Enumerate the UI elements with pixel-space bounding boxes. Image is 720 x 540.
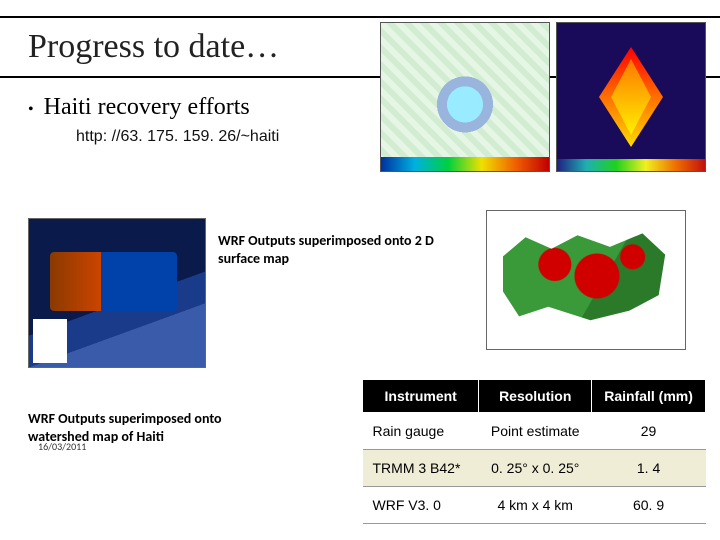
caption-2d-surface: WRF Outputs superimposed onto 2 D surfac…	[218, 232, 468, 267]
table-row: TRMM 3 B42* 0. 25° x 0. 25° 1. 4	[363, 450, 706, 487]
cell: Point estimate	[479, 413, 592, 450]
figure-caribbean-3d	[28, 218, 206, 368]
bullet-text: Haiti recovery efforts	[44, 94, 250, 121]
top-figures	[380, 22, 706, 172]
cell: 60. 9	[592, 487, 706, 524]
rainfall-table: Instrument Resolution Rainfall (mm) Rain…	[362, 379, 706, 524]
cell: TRMM 3 B42*	[363, 450, 479, 487]
table-row: Rain gauge Point estimate 29	[363, 413, 706, 450]
slide: Progress to date… • Haiti recovery effor…	[0, 0, 720, 540]
rule-top	[0, 16, 720, 18]
th-rainfall: Rainfall (mm)	[592, 380, 706, 413]
bullet-dot-icon: •	[28, 98, 34, 122]
cell: 4 km x 4 km	[479, 487, 592, 524]
cell: 1. 4	[592, 450, 706, 487]
table-row: WRF V3. 0 4 km x 4 km 60. 9	[363, 487, 706, 524]
cell: 29	[592, 413, 706, 450]
figure-haiti-wrf	[486, 210, 686, 350]
cell: 0. 25° x 0. 25°	[479, 450, 592, 487]
cell: Rain gauge	[363, 413, 479, 450]
th-resolution: Resolution	[479, 380, 592, 413]
date-stamp: 16/03/2011	[38, 440, 86, 453]
diamond-icon	[599, 47, 663, 147]
cell: WRF V3. 0	[363, 487, 479, 524]
th-instrument: Instrument	[363, 380, 479, 413]
figure-wrf-overlay	[380, 22, 550, 172]
table-header-row: Instrument Resolution Rainfall (mm)	[363, 380, 706, 413]
figure-rainfall-diamond	[556, 22, 706, 172]
